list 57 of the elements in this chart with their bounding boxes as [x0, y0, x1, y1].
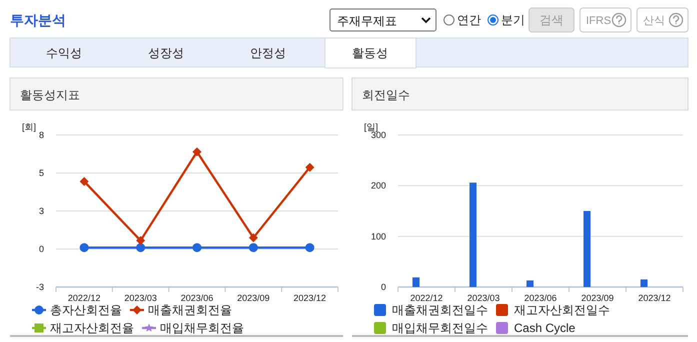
bar — [526, 280, 534, 287]
legend-label: 매출채권회전일수 — [392, 303, 488, 317]
y-tick-label: 8 — [38, 130, 44, 140]
legend-label: 매출채권회전율 — [148, 303, 232, 317]
text: 분기 — [501, 13, 525, 27]
y-tick-label: 0 — [38, 244, 44, 254]
x-tick-label: 2023/12 — [294, 293, 326, 303]
y-tick-label: 100 — [370, 231, 386, 242]
x-tick-label: 2023/09 — [581, 293, 614, 303]
x-tick-label: 2023/03 — [124, 293, 157, 303]
y-tick-label: 5 — [38, 168, 44, 178]
legend-label: 총자산회전율 — [50, 303, 122, 317]
point — [248, 233, 258, 242]
x-tick-label: 2022/12 — [410, 293, 443, 303]
point — [192, 147, 202, 156]
point — [136, 236, 146, 246]
legend-label: 재고자산회전율 — [50, 321, 134, 335]
chart-title: 회전일수 — [362, 88, 410, 102]
bar — [584, 211, 590, 287]
chart-title: 활동성지표 — [20, 88, 80, 102]
legend-label: Cash Cycle — [514, 321, 576, 335]
point — [305, 243, 314, 252]
x-tick-label: 2023/06 — [524, 293, 557, 303]
x-tick-label: 2022/12 — [68, 293, 100, 303]
point — [80, 243, 89, 252]
y-axis-title: [일] — [364, 122, 378, 132]
text: 주재무제표 — [337, 14, 397, 28]
y-tick-label: 300 — [370, 130, 386, 140]
point — [80, 176, 89, 186]
y-tick-label: 0 — [380, 282, 386, 292]
bar — [412, 277, 420, 287]
text: 수익성 — [46, 46, 82, 60]
y-tick-label: 200 — [370, 180, 386, 191]
bar — [470, 182, 476, 287]
text: 검색 — [540, 13, 564, 27]
text: 연간 — [457, 13, 481, 27]
point — [305, 162, 314, 172]
text: 활동성 — [352, 46, 388, 60]
bar — [640, 279, 648, 287]
text: 안정성 — [250, 46, 286, 60]
legend-label: 매입채무회전율 — [160, 321, 244, 335]
x-tick-label: 2023/09 — [237, 293, 270, 303]
y-tick-label: 3 — [38, 206, 44, 216]
y-tick-label: -3 — [36, 282, 44, 292]
x-tick-label: 2023/12 — [638, 293, 671, 303]
legend-label: 재고자산회전일수 — [514, 303, 610, 317]
text: 성장성 — [148, 46, 184, 60]
point — [192, 243, 202, 252]
x-tick-label: 2023/03 — [467, 293, 500, 303]
x-tick-label: 2023/06 — [180, 293, 214, 303]
legend-label: 매입채무회전일수 — [392, 321, 488, 335]
text: 투자분석 — [10, 12, 66, 28]
text: IFRS — [586, 15, 612, 27]
point — [136, 243, 146, 252]
text: 산식 — [643, 15, 665, 27]
point — [248, 243, 258, 252]
y-axis-title: [회] — [22, 122, 36, 132]
